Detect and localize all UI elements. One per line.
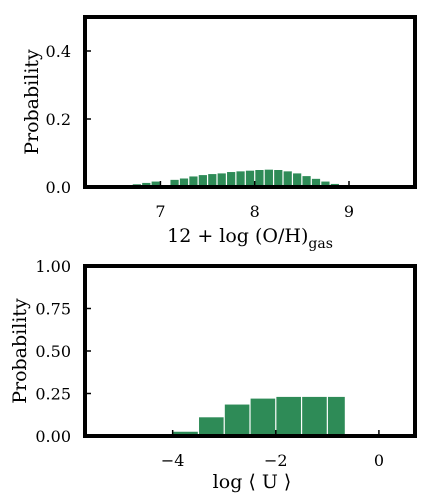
y-ticks-ionization: 0.00 0.25 0.50 0.75 1.00 bbox=[35, 257, 91, 446]
x-axis-label-main: 12 + log (O/H) bbox=[167, 225, 308, 247]
y-tick-label: 0.00 bbox=[35, 427, 71, 446]
bars-ionization bbox=[173, 396, 345, 436]
bar-metallicity bbox=[274, 170, 283, 187]
x-ticks-ionization: −4 −2 0 bbox=[161, 430, 384, 470]
bar-ionization bbox=[199, 417, 224, 436]
y-ticks-metallicity: 0.0 0.2 0.4 bbox=[46, 42, 91, 197]
x-tick-label: 7 bbox=[155, 202, 165, 221]
y-tick-label: 0.50 bbox=[35, 342, 71, 361]
x-axis-label-metallicity: 12 + log (O/H)gas bbox=[167, 225, 333, 252]
y-tick-label: 0.4 bbox=[46, 42, 71, 61]
bar-metallicity bbox=[142, 182, 151, 187]
bar-metallicity bbox=[170, 179, 179, 187]
y-tick-label: 0.0 bbox=[46, 178, 71, 197]
bar-metallicity bbox=[283, 171, 292, 187]
bar-metallicity bbox=[255, 170, 264, 187]
bar-metallicity bbox=[321, 181, 330, 187]
bar-ionization bbox=[173, 431, 198, 436]
bar-metallicity bbox=[151, 181, 160, 187]
bar-metallicity bbox=[217, 173, 226, 187]
x-tick-label: 8 bbox=[250, 202, 260, 221]
y-tick-label: 0.25 bbox=[35, 385, 71, 404]
x-tick-label: −4 bbox=[161, 451, 185, 470]
bar-metallicity bbox=[293, 173, 302, 187]
x-tick-label: 0 bbox=[374, 451, 384, 470]
plot-frame-metallicity bbox=[83, 15, 417, 189]
bar-ionization bbox=[327, 396, 345, 436]
x-tick-label: −2 bbox=[264, 451, 288, 470]
bar-metallicity bbox=[311, 178, 321, 187]
y-tick-label: 1.00 bbox=[35, 257, 71, 276]
bar-metallicity bbox=[302, 176, 311, 187]
bar-ionization bbox=[302, 396, 327, 436]
bar-metallicity bbox=[189, 176, 198, 187]
bar-metallicity bbox=[227, 172, 236, 187]
bar-ionization bbox=[250, 398, 276, 436]
bar-metallicity bbox=[208, 174, 217, 187]
panel-metallicity: 7 8 9 0.0 0.2 0.4 Probability 12 + log (O/H)… bbox=[21, 15, 417, 252]
bar-metallicity bbox=[179, 178, 189, 187]
x-tick-label: 9 bbox=[344, 202, 354, 221]
plot-frame-ionization bbox=[83, 264, 417, 438]
panel-ionization: −4 −2 0 0.00 0.25 0.50 0.75 1.00 Probability l… bbox=[9, 257, 417, 493]
y-axis-label-ionization: Probability bbox=[9, 298, 31, 404]
bar-metallicity bbox=[264, 169, 273, 187]
y-axis-label-metallicity: Probability bbox=[21, 49, 43, 155]
bar-metallicity bbox=[236, 171, 245, 187]
x-ticks-metallicity: 7 8 9 bbox=[155, 181, 354, 221]
bar-metallicity bbox=[245, 170, 255, 187]
bar-ionization bbox=[224, 404, 250, 436]
y-tick-label: 0.2 bbox=[46, 110, 71, 129]
bar-metallicity bbox=[198, 175, 207, 187]
bar-ionization bbox=[276, 396, 301, 436]
bars-metallicity bbox=[113, 169, 358, 187]
y-tick-label: 0.75 bbox=[35, 300, 71, 319]
x-axis-label-subscript: gas bbox=[308, 236, 333, 252]
x-axis-label-ionization: log ⟨ U ⟩ bbox=[213, 471, 292, 493]
